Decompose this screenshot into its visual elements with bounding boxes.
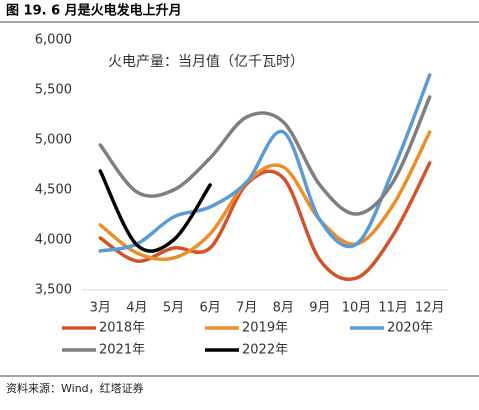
- legend-label: 2018年: [99, 321, 145, 336]
- x-tick-label: 6月: [199, 301, 220, 316]
- legend-label: 2021年: [99, 343, 145, 358]
- series-line: [98, 73, 432, 253]
- y-tick-label: 3,500: [35, 283, 72, 298]
- y-tick-label: 4,500: [35, 183, 72, 198]
- x-tick-label: 9月: [309, 301, 330, 316]
- x-tick-label: 10月: [342, 301, 372, 316]
- x-tick-label: 5月: [163, 301, 184, 316]
- x-tick-label: 7月: [236, 301, 257, 316]
- series-line: [98, 169, 212, 253]
- legend-label: 2020年: [387, 321, 433, 336]
- series-line: [98, 161, 432, 282]
- x-tick-label: 12月: [415, 301, 445, 316]
- series-line: [98, 130, 432, 262]
- x-tick-label: 11月: [378, 301, 408, 316]
- y-tick-label: 5,500: [35, 83, 72, 98]
- source: 资料来源：Wind，红塔证券: [6, 381, 144, 395]
- y-tick-label: 6,000: [35, 33, 72, 48]
- series-line: [98, 95, 432, 216]
- legend-label: 2019年: [242, 321, 288, 336]
- x-tick-label: 8月: [273, 301, 294, 316]
- y-tick-label: 5,000: [35, 133, 72, 148]
- x-tick-label: 3月: [90, 301, 111, 316]
- chart-subtitle: 火电产量：当月值（亿千瓦时）: [108, 54, 304, 70]
- y-tick-label: 4,000: [35, 233, 72, 248]
- chart-title: 图 19. 6 月是火电发电上升月: [6, 3, 182, 19]
- legend-label: 2022年: [242, 343, 288, 358]
- x-tick-label: 4月: [126, 301, 147, 316]
